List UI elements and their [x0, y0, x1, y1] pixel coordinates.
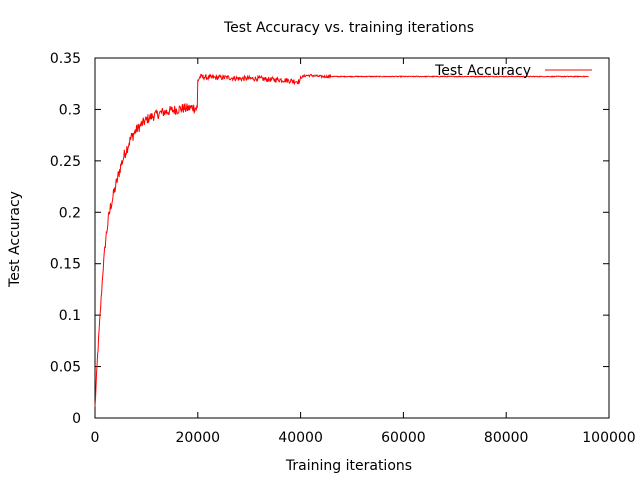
x-tick-label: 0	[91, 430, 100, 446]
x-tick-label: 60000	[381, 430, 426, 446]
x-tick-label: 80000	[484, 430, 529, 446]
y-tick-label: 0.35	[50, 51, 81, 67]
legend: Test Accuracy	[434, 63, 592, 79]
y-tick-label: 0.3	[59, 102, 81, 118]
x-axis-label: Training iterations	[285, 458, 412, 474]
y-tick-label: 0.2	[59, 205, 81, 221]
y-axis-ticks: 0 0.05 0.1 0.15 0.2 0.25 0.3 0.35	[50, 51, 609, 427]
y-tick-label: 0.15	[50, 257, 81, 273]
plot-frame	[94, 57, 610, 419]
legend-label: Test Accuracy	[434, 63, 531, 79]
y-tick-label: 0.1	[59, 308, 81, 324]
y-tick-label: 0.05	[50, 360, 81, 376]
chart-title: Test Accuracy vs. training iterations	[223, 20, 474, 36]
series-group	[94, 73, 589, 407]
y-axis-label: Test Accuracy	[7, 191, 23, 288]
x-tick-label: 100000	[582, 430, 635, 446]
y-tick-label: 0.25	[50, 154, 81, 170]
x-tick-label: 20000	[176, 430, 221, 446]
x-tick-label: 40000	[278, 430, 323, 446]
x-axis-ticks: 0 20000 40000 60000 80000 100000	[91, 58, 636, 446]
y-tick-label: 0	[72, 411, 81, 427]
series-line-test-accuracy	[94, 73, 589, 407]
